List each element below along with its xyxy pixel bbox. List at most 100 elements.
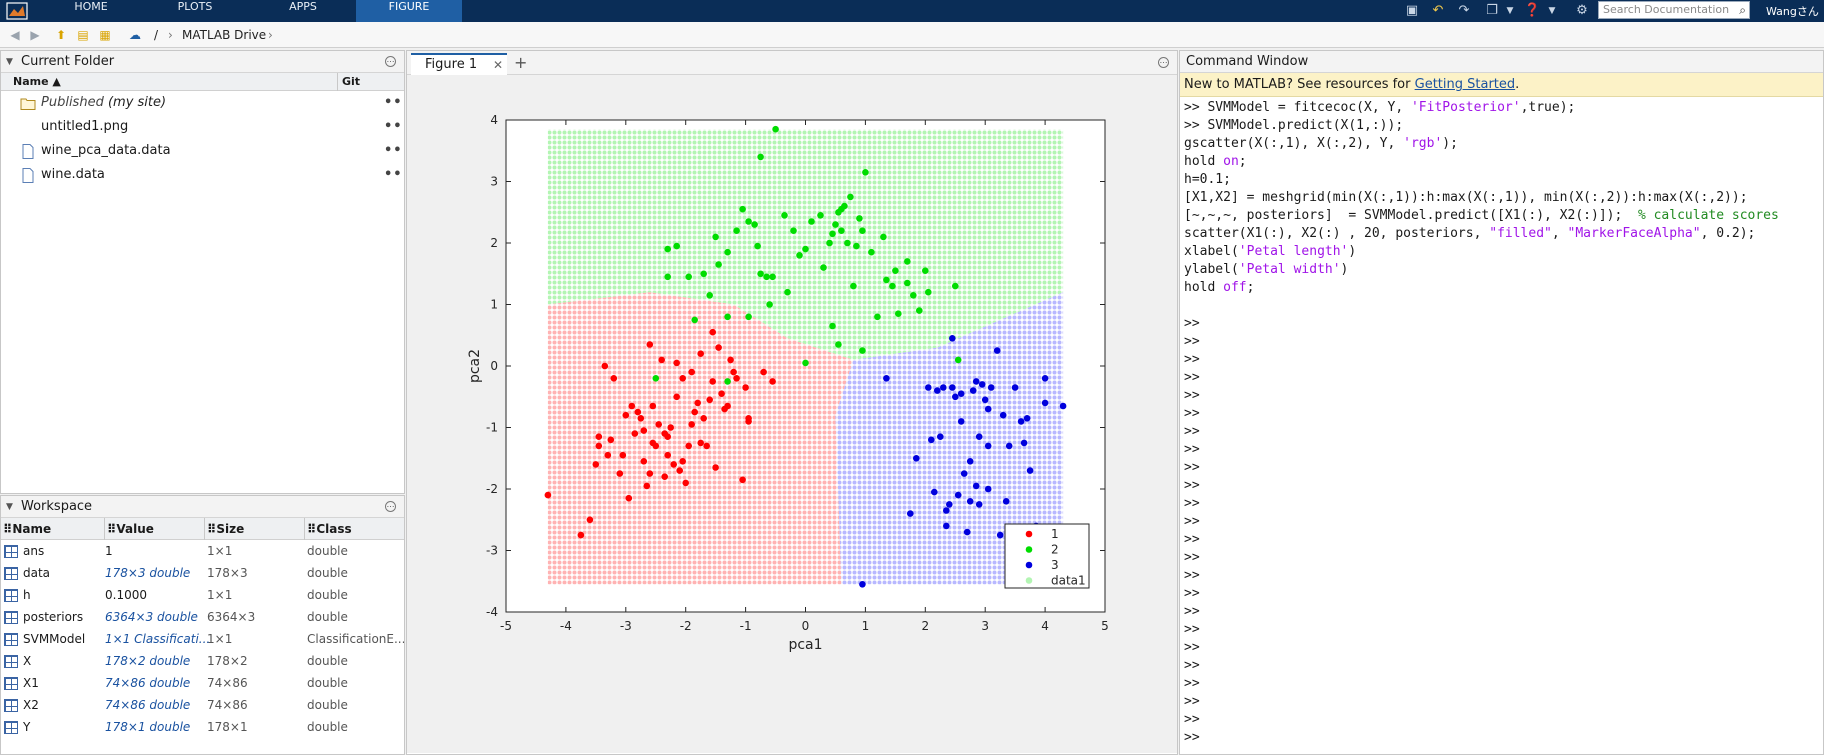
forward-icon[interactable]: ▶ — [30, 28, 40, 42]
command-prompt[interactable]: >> — [1184, 334, 1200, 349]
command-prompt[interactable]: >> — [1184, 316, 1200, 331]
git-column-header[interactable]: Git — [337, 73, 360, 91]
name-column-header[interactable]: ⠿Name — [3, 522, 52, 536]
command-prompt[interactable]: >> — [1184, 676, 1200, 691]
variable-value[interactable]: 74×86 double — [105, 698, 191, 712]
redo-icon[interactable]: ↷ — [1458, 3, 1470, 18]
workspace-row-ans[interactable]: ans 1 1×1 double — [1, 540, 404, 562]
command-prompt[interactable]: >> — [1184, 442, 1200, 457]
workspace-row-x1[interactable]: X1 74×86 double 74×86 double — [1, 672, 404, 694]
workspace-row-x2[interactable]: X2 74×86 double 74×86 double — [1, 694, 404, 716]
command-prompt[interactable]: >> — [1184, 694, 1200, 709]
find-files-icon[interactable]: ▦ — [99, 28, 111, 42]
variable-value[interactable]: 74×86 double — [105, 676, 191, 690]
class-column-header[interactable]: ⠿Class — [304, 518, 352, 540]
file-row-wine-pca-data[interactable]: wine_pca_data.data ••• — [1, 139, 404, 163]
data-point-class-2 — [889, 282, 896, 290]
scatter-plot[interactable]: -5 -4 -3 -2 -1 0 1 2 3 4 5-4-3-2-101234pca1pca2123… — [407, 75, 1177, 753]
command-prompt[interactable]: >> — [1184, 658, 1200, 673]
command-prompt[interactable]: >> — [1184, 406, 1200, 421]
browse-folder-icon[interactable]: ▤ — [77, 28, 89, 42]
command-prompt[interactable]: >> — [1184, 640, 1200, 655]
workspace-row-x[interactable]: X 178×2 double 178×2 double — [1, 650, 404, 672]
file-row-wine-data[interactable]: wine.data ••• — [1, 163, 404, 187]
switch-windows-dropdown-icon[interactable]: ▼ — [1506, 6, 1514, 16]
command-window-header[interactable]: Command Window — [1180, 51, 1823, 73]
more-actions-icon[interactable]: ••• — [384, 143, 404, 158]
y-tick-label: -3 — [486, 544, 498, 558]
variable-value[interactable]: 178×2 double — [105, 654, 191, 668]
command-prompt[interactable]: >> — [1184, 370, 1200, 385]
tab-plots[interactable]: PLOTS — [177, 0, 213, 13]
size-column-header[interactable]: ⠿Size — [204, 518, 244, 540]
variable-size: 6364×3 — [207, 610, 256, 624]
file-row-published[interactable]: Published (my site) ••• — [1, 91, 404, 115]
command-prompt[interactable]: >> — [1184, 514, 1200, 529]
undo-icon[interactable]: ↶ — [1432, 3, 1444, 18]
variable-value[interactable]: 0.1000 — [105, 588, 147, 602]
save-icon[interactable]: ▣ — [1405, 3, 1419, 18]
workspace-row-posteriors[interactable]: posteriors 6364×3 double 6364×3 double — [1, 606, 404, 628]
workspace-row-y[interactable]: Y 178×1 double 178×1 double — [1, 716, 404, 738]
workspace-row-h[interactable]: h 0.1000 1×1 double — [1, 584, 404, 606]
command-prompt[interactable]: >> — [1184, 622, 1200, 637]
variable-value[interactable]: 6364×3 double — [105, 610, 198, 624]
matlab-logo-icon[interactable] — [6, 2, 28, 20]
breadcrumb-matlab-drive[interactable]: MATLAB Drive — [182, 28, 267, 42]
panel-actions-icon[interactable]: ⋯ — [385, 56, 396, 67]
command-prompt[interactable]: >> — [1184, 586, 1200, 601]
community-icon[interactable]: ⚙ — [1576, 3, 1588, 18]
variable-value[interactable]: 178×3 double — [105, 566, 191, 580]
add-figure-tab-button[interactable]: + — [514, 53, 528, 72]
breadcrumb-chevron-icon[interactable]: › — [268, 28, 273, 42]
command-prompt[interactable]: >> — [1184, 424, 1200, 439]
command-prompt[interactable]: >> — [1184, 478, 1200, 493]
user-menu[interactable]: Wangさん — [1766, 5, 1819, 18]
panel-actions-icon[interactable]: ⋯ — [385, 501, 396, 512]
variable-value[interactable]: 1×1 Classificati... — [105, 632, 211, 646]
tab-apps[interactable]: APPS — [289, 0, 317, 13]
switch-windows-icon[interactable]: ❐ — [1486, 3, 1498, 18]
name-column-header[interactable]: Name ▲ — [13, 75, 61, 88]
workspace-header[interactable]: ▼ Workspace ⋯ — [1, 496, 404, 518]
variable-value[interactable]: 1 — [105, 544, 113, 558]
close-icon[interactable]: ✕ — [492, 58, 503, 72]
search-documentation-input[interactable]: Search Documentation ⌕ — [1598, 1, 1750, 19]
more-actions-icon[interactable]: ••• — [384, 95, 404, 110]
breadcrumb-root[interactable]: / — [154, 28, 159, 42]
command-prompt[interactable]: >> — [1184, 550, 1200, 565]
legend-box[interactable] — [1004, 523, 1090, 589]
command-prompt[interactable]: >> — [1184, 568, 1200, 583]
help-dropdown-icon[interactable]: ▼ — [1548, 6, 1556, 16]
more-actions-icon[interactable]: ••• — [384, 119, 404, 134]
more-actions-icon[interactable]: ••• — [384, 167, 404, 182]
command-prompt[interactable]: >> — [1184, 532, 1200, 547]
matlab-drive-cloud-icon[interactable]: ☁ — [129, 28, 141, 42]
command-prompt[interactable]: >> — [1184, 352, 1200, 367]
command-prompt[interactable]: >> — [1184, 496, 1200, 511]
panel-actions-icon[interactable]: ⋯ — [1158, 57, 1169, 68]
value-column-header[interactable]: ⠿Value — [104, 518, 154, 540]
back-icon[interactable]: ◀ — [10, 28, 20, 42]
command-prompt[interactable]: >> — [1184, 712, 1200, 727]
file-row-untitled1-png[interactable]: untitled1.png ••• — [1, 115, 404, 139]
command-prompt[interactable]: >> — [1184, 730, 1200, 745]
collapse-icon[interactable]: ▼ — [6, 57, 13, 67]
tab-figure-1[interactable]: Figure 1 ✕ — [411, 53, 507, 75]
tab-figure[interactable]: FIGURE — [356, 0, 462, 22]
tab-home[interactable]: HOME — [74, 0, 108, 13]
search-icon[interactable]: ⌕ — [1739, 3, 1746, 17]
command-prompt[interactable]: >> — [1184, 460, 1200, 475]
variable-value[interactable]: 178×1 double — [105, 720, 191, 734]
getting-started-link[interactable]: Getting Started — [1414, 77, 1516, 92]
command-window-content[interactable]: >> SVMModel = fitcecoc(X, Y, 'FitPosteri… — [1180, 97, 1823, 749]
help-icon[interactable]: ❓ — [1524, 3, 1541, 18]
legend-marker-1 — [1025, 530, 1033, 538]
command-prompt[interactable]: >> — [1184, 388, 1200, 403]
current-folder-header[interactable]: ▼ Current Folder ⋯ — [1, 51, 404, 73]
workspace-row-data[interactable]: data 178×3 double 178×3 double — [1, 562, 404, 584]
up-folder-icon[interactable]: ⬆ — [55, 28, 67, 42]
collapse-icon[interactable]: ▼ — [6, 502, 13, 512]
workspace-row-svmmodel[interactable]: SVMModel 1×1 Classificati... 1×1 Classifica… — [1, 628, 404, 650]
command-prompt[interactable]: >> — [1184, 604, 1200, 619]
